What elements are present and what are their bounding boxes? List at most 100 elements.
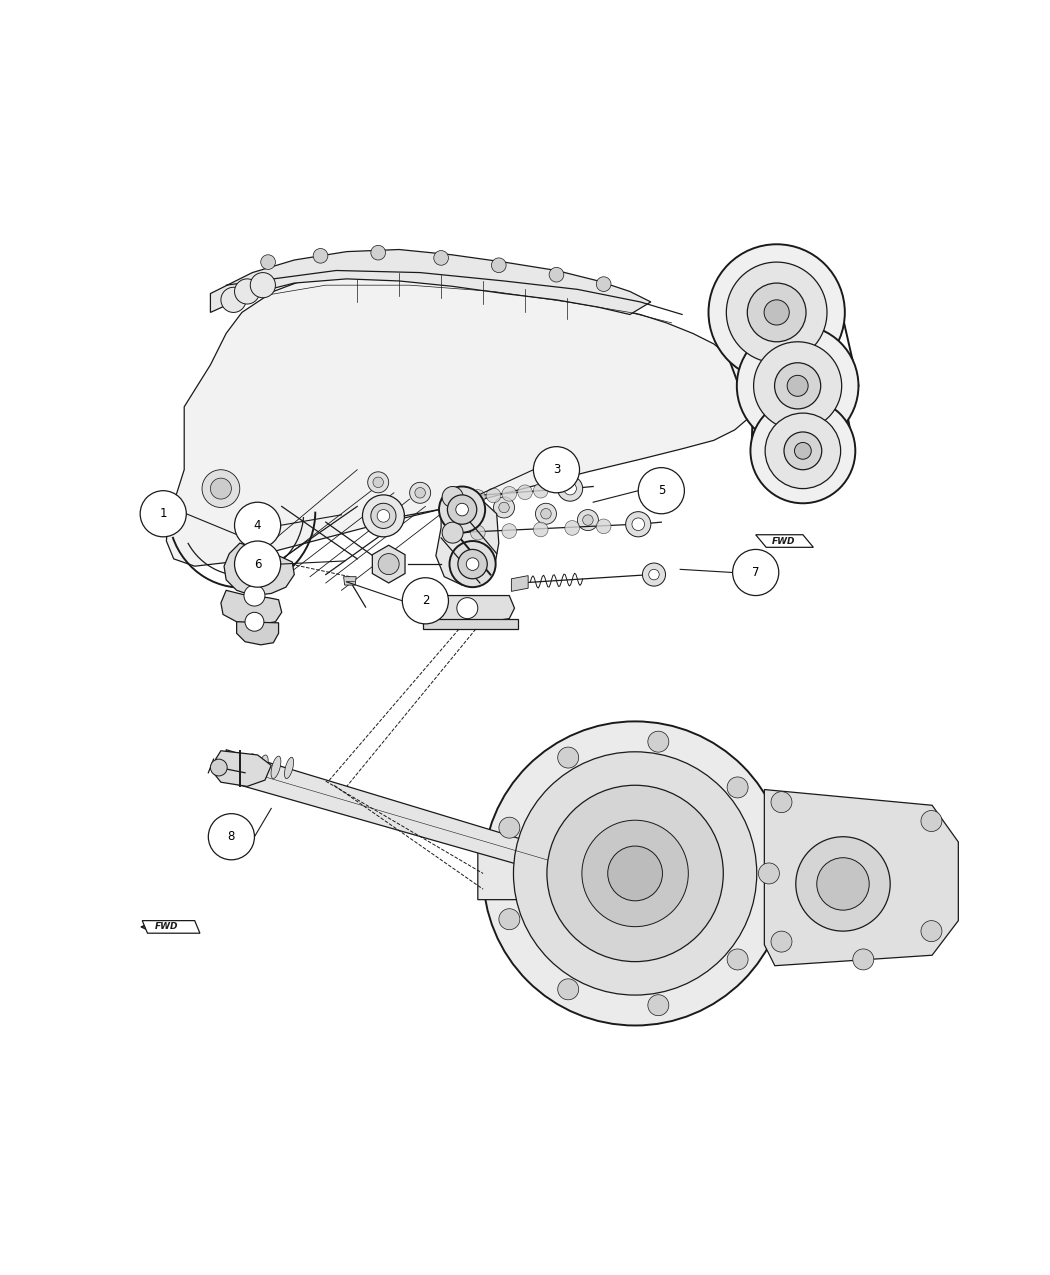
Circle shape (765, 413, 841, 488)
Circle shape (470, 525, 485, 541)
Circle shape (533, 523, 548, 537)
Circle shape (499, 502, 509, 513)
Circle shape (449, 541, 496, 588)
Circle shape (727, 263, 827, 363)
Circle shape (210, 478, 231, 499)
Circle shape (502, 524, 517, 538)
Circle shape (784, 432, 822, 469)
Circle shape (748, 283, 806, 342)
Circle shape (564, 482, 576, 495)
Circle shape (457, 598, 478, 618)
Circle shape (466, 557, 479, 570)
Circle shape (582, 820, 689, 927)
Text: 7: 7 (752, 566, 759, 579)
Circle shape (202, 469, 239, 507)
Circle shape (632, 518, 645, 530)
Polygon shape (212, 751, 271, 787)
Circle shape (771, 931, 792, 952)
Polygon shape (210, 250, 651, 315)
Polygon shape (764, 789, 959, 965)
Circle shape (410, 482, 430, 504)
Text: FWD: FWD (154, 922, 178, 932)
Circle shape (558, 979, 579, 1000)
Circle shape (733, 550, 779, 595)
Circle shape (371, 245, 385, 260)
Circle shape (764, 300, 790, 325)
Polygon shape (166, 270, 756, 566)
Circle shape (596, 519, 611, 534)
Circle shape (234, 502, 280, 548)
Circle shape (596, 277, 611, 292)
Circle shape (371, 504, 396, 528)
Circle shape (796, 836, 890, 931)
Circle shape (470, 490, 485, 505)
Circle shape (499, 909, 520, 929)
Circle shape (751, 398, 856, 504)
Circle shape (234, 279, 259, 303)
Circle shape (638, 468, 685, 514)
Circle shape (727, 776, 748, 798)
Circle shape (853, 949, 874, 970)
Text: 8: 8 (228, 830, 235, 843)
Polygon shape (220, 590, 281, 625)
Circle shape (626, 511, 651, 537)
Circle shape (771, 792, 792, 812)
Circle shape (447, 495, 477, 524)
Circle shape (921, 921, 942, 942)
Circle shape (210, 759, 227, 776)
Ellipse shape (231, 752, 243, 778)
Circle shape (921, 811, 942, 831)
Polygon shape (425, 595, 514, 622)
Circle shape (434, 251, 448, 265)
Ellipse shape (244, 754, 255, 778)
Circle shape (648, 994, 669, 1016)
Circle shape (608, 847, 663, 901)
Circle shape (442, 487, 463, 507)
Circle shape (513, 752, 757, 995)
Circle shape (775, 363, 821, 409)
Circle shape (795, 442, 812, 459)
Circle shape (362, 495, 404, 537)
Circle shape (442, 523, 463, 543)
Circle shape (727, 949, 748, 970)
Circle shape (494, 497, 514, 518)
Circle shape (788, 375, 808, 397)
Circle shape (373, 477, 383, 487)
Circle shape (458, 550, 487, 579)
Polygon shape (142, 921, 200, 933)
Polygon shape (756, 534, 814, 547)
Circle shape (536, 504, 556, 524)
Polygon shape (436, 501, 499, 585)
Circle shape (439, 487, 485, 533)
Circle shape (649, 570, 659, 580)
Text: FWD: FWD (772, 537, 796, 546)
Circle shape (452, 491, 472, 511)
Circle shape (499, 817, 520, 838)
Text: 2: 2 (422, 594, 429, 607)
Polygon shape (224, 543, 294, 595)
Circle shape (518, 484, 532, 500)
Circle shape (208, 813, 254, 859)
Circle shape (491, 258, 506, 273)
Circle shape (502, 487, 517, 501)
Circle shape (245, 612, 264, 631)
Polygon shape (373, 546, 405, 583)
Circle shape (583, 515, 593, 525)
Ellipse shape (271, 756, 281, 779)
Circle shape (415, 487, 425, 499)
Polygon shape (236, 622, 278, 645)
Circle shape (737, 325, 859, 446)
Circle shape (549, 268, 564, 282)
Circle shape (558, 747, 579, 768)
Circle shape (643, 564, 666, 586)
Circle shape (486, 488, 501, 502)
Circle shape (250, 273, 275, 298)
Circle shape (648, 731, 669, 752)
Circle shape (558, 476, 583, 501)
Circle shape (378, 553, 399, 575)
Ellipse shape (257, 755, 268, 779)
Text: 3: 3 (552, 463, 560, 477)
Circle shape (533, 483, 548, 499)
Circle shape (313, 249, 328, 263)
Circle shape (140, 491, 186, 537)
